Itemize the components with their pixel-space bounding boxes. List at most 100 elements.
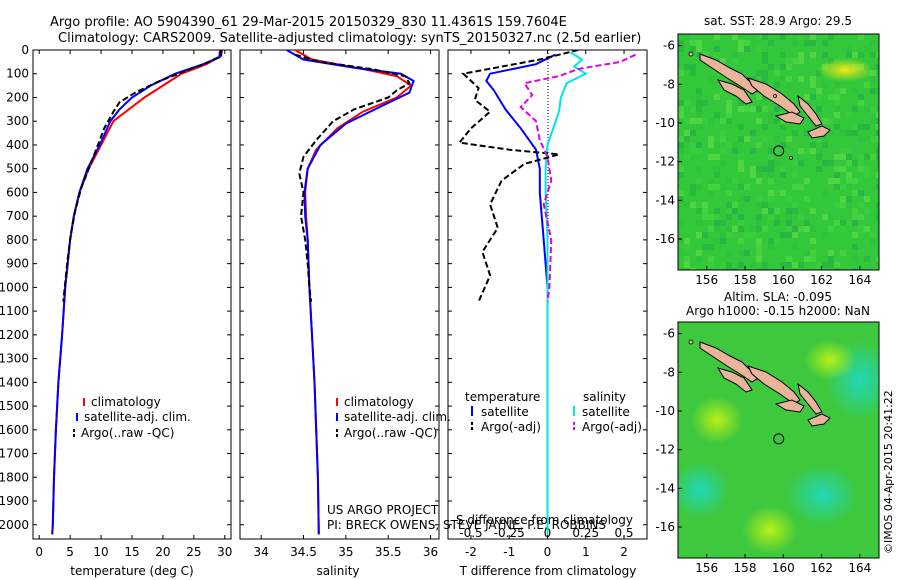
sst-pixel: [798, 34, 804, 40]
sst-pixel: [696, 52, 702, 58]
sst-pixel: [696, 124, 702, 130]
sst-pixel: [726, 100, 732, 106]
sst-pixel: [840, 52, 846, 58]
depth-tick-label: 0: [21, 43, 29, 57]
sst-pixel: [756, 172, 762, 178]
sst-pixel: [816, 106, 822, 112]
sst-pixel: [828, 262, 834, 268]
sst-pixel: [762, 136, 768, 142]
series-line-temperature-satellite: [485, 53, 556, 535]
sst-pixel: [750, 142, 756, 148]
sst-pixel: [696, 166, 702, 172]
sst-pixel: [852, 106, 858, 112]
sst-pixel: [714, 214, 720, 220]
sst-map-title: sat. SST: 28.9 Argo: 29.5: [704, 14, 852, 28]
sst-pixel: [696, 58, 702, 64]
sst-map-ticks: 156 158 160 162 164 -6 -8 -10 -12 -14 -16: [655, 39, 871, 287]
sst-pixel: [846, 160, 852, 166]
legend-title-salinity: salinity: [583, 390, 626, 404]
sst-pixel: [714, 166, 720, 172]
sst-pixel: [696, 46, 702, 52]
sst-pixel: [690, 142, 696, 148]
sst-pixel: [792, 262, 798, 268]
sst-pixel: [720, 160, 726, 166]
sst-pixel: [828, 226, 834, 232]
sst-pixel: [870, 88, 876, 94]
sst-pixel: [738, 262, 744, 268]
sst-pixel: [804, 40, 810, 46]
sst-pixel: [768, 232, 774, 238]
legend-label-satellite: satellite-adj. clim.: [344, 410, 451, 424]
temperature-axes-frame: [32, 49, 232, 540]
sst-pixel: [828, 34, 834, 40]
sst-pixel: [690, 130, 696, 136]
sst-pixel: [708, 214, 714, 220]
depth-tick-label: 900: [6, 257, 29, 271]
sst-pixel: [810, 226, 816, 232]
sst-pixel: [678, 70, 684, 76]
sst-pixel: [690, 64, 696, 70]
sst-pixel: [690, 46, 696, 52]
sst-pixel: [792, 208, 798, 214]
sst-pixel: [732, 64, 738, 70]
sst-pixel: [744, 106, 750, 112]
sst-pixel: [726, 202, 732, 208]
sst-pixel: [678, 196, 684, 202]
depth-tick-label: 700: [6, 209, 29, 223]
sst-pixel: [840, 172, 846, 178]
sst-pixel: [870, 70, 876, 76]
sst-pixel: [684, 166, 690, 172]
sst-pixel: [768, 190, 774, 196]
sst-pixel: [744, 268, 750, 270]
sst-pixel: [840, 166, 846, 172]
sst-pixel: [726, 214, 732, 220]
sst-pixel: [864, 250, 870, 256]
sst-pixel: [870, 112, 876, 118]
sst-pixel: [720, 130, 726, 136]
sst-pixel: [786, 64, 792, 70]
sst-pixel: [876, 208, 879, 214]
map-lat-label: -8: [663, 365, 675, 379]
sst-pixel: [786, 256, 792, 262]
sst-pixel: [744, 184, 750, 190]
sst-pixel: [768, 166, 774, 172]
sst-pixel: [876, 184, 879, 190]
series-line-salinity-argo-adj-: [519, 53, 636, 302]
sst-pixel: [816, 40, 822, 46]
x-tick-label: 1: [582, 545, 590, 559]
sst-pixel: [696, 118, 702, 124]
sst-pixel: [732, 202, 738, 208]
sst-pixel: [792, 244, 798, 250]
sst-pixel: [750, 244, 756, 250]
sst-pixel: [798, 148, 804, 154]
legend-label-sal-argo: Argo(-adj): [582, 420, 642, 434]
series-line-argo-raw-qc-: [294, 53, 411, 302]
sst-pixel: [714, 34, 720, 40]
sst-pixel: [696, 184, 702, 190]
sst-pixel: [810, 106, 816, 112]
sst-pixel: [864, 118, 870, 124]
sst-pixel: [714, 226, 720, 232]
sst-pixel: [768, 106, 774, 112]
sst-pixel: [684, 118, 690, 124]
sst-pixel: [732, 52, 738, 58]
sst-pixel: [846, 184, 852, 190]
sst-pixel: [690, 190, 696, 196]
map-lon-label: 160: [772, 561, 795, 575]
sst-pixel: [678, 100, 684, 106]
project-label: US ARGO PROJECT: [327, 503, 439, 517]
map-lon-label: 156: [695, 561, 718, 575]
sst-pixel: [762, 268, 768, 270]
sst-pixel: [774, 190, 780, 196]
sst-pixel: [690, 202, 696, 208]
island-small: [688, 339, 694, 345]
sst-pixel: [876, 214, 879, 220]
map-lon-label: 162: [810, 561, 833, 575]
sst-pixel: [876, 256, 879, 262]
sst-pixel: [852, 220, 858, 226]
sst-pixel: [732, 268, 738, 270]
sst-pixel: [858, 166, 864, 172]
sst-pixel: [828, 160, 834, 166]
sst-pixel: [696, 148, 702, 154]
sst-pixel: [696, 250, 702, 256]
